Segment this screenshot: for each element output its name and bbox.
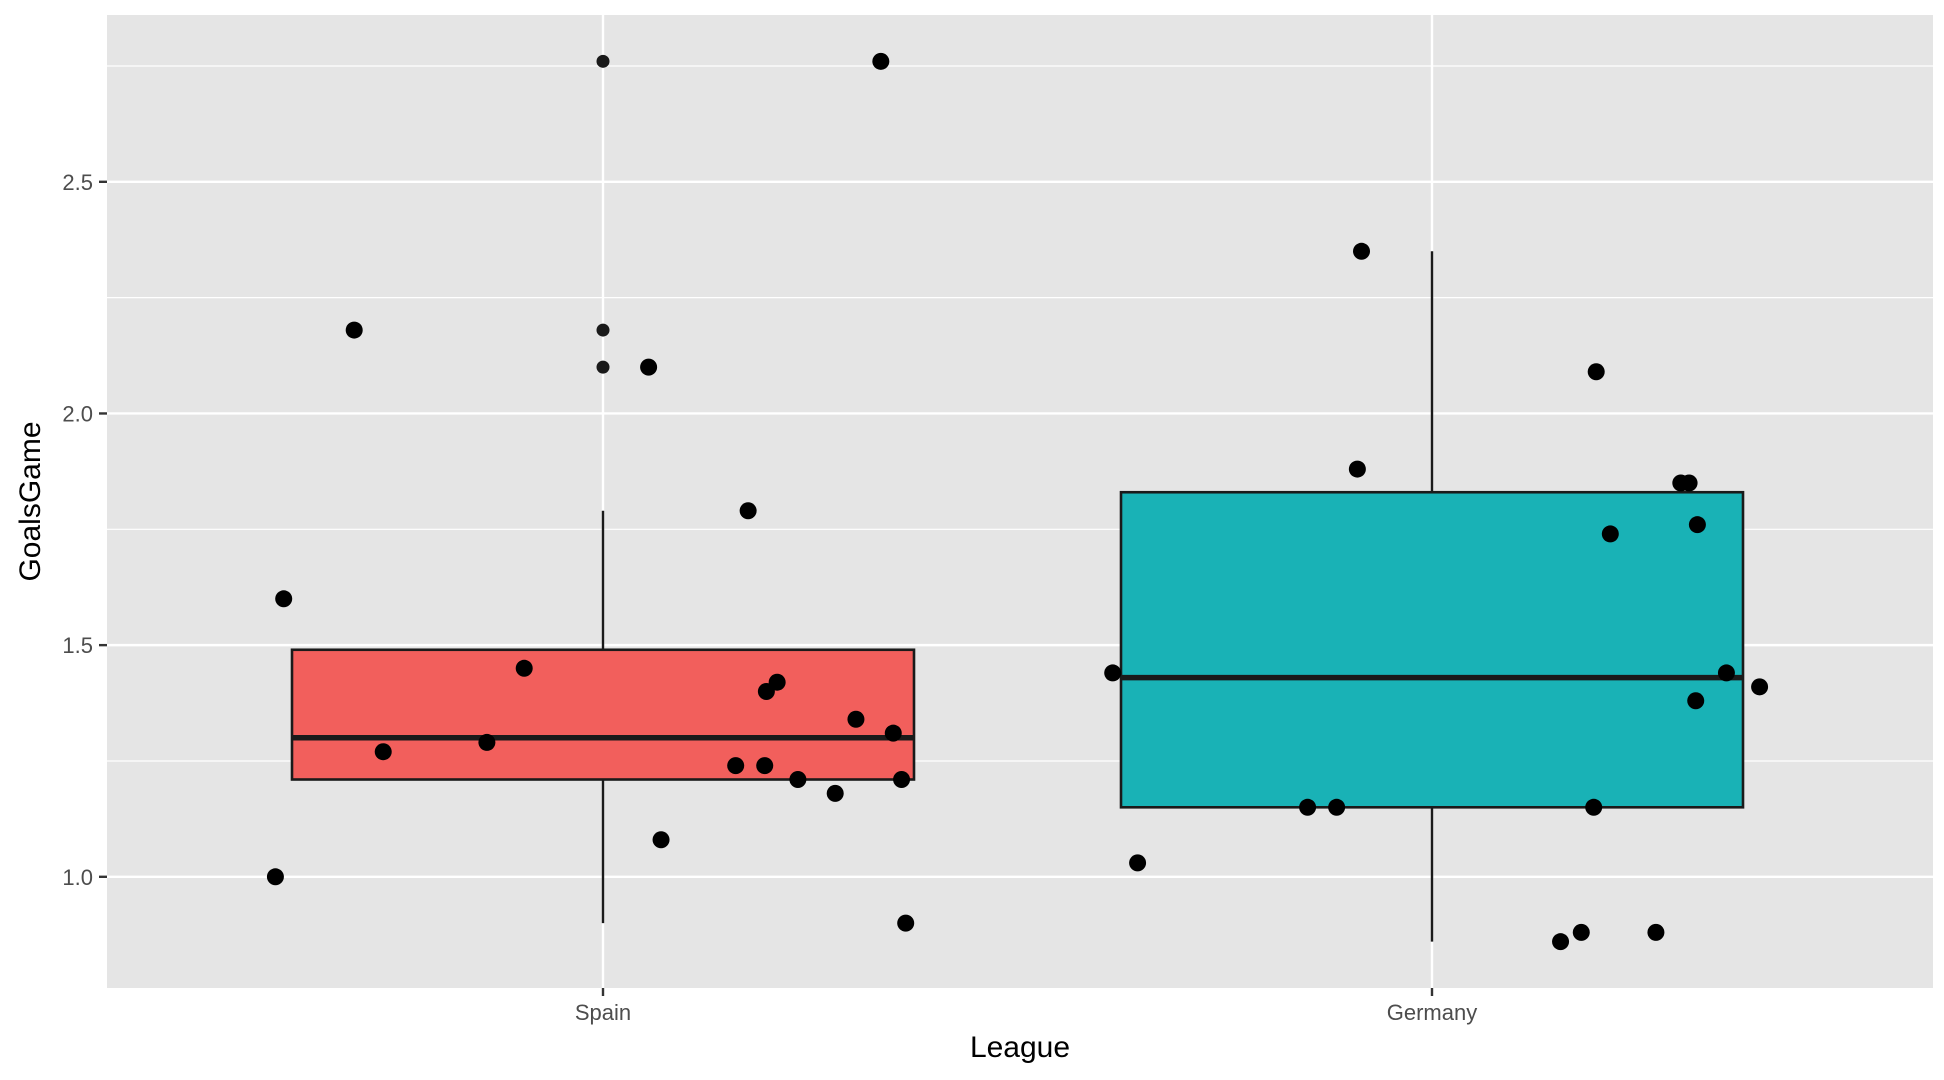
data-point — [1601, 525, 1619, 543]
data-point — [345, 321, 363, 339]
data-point — [1328, 798, 1346, 816]
data-point — [374, 743, 392, 761]
data-point — [789, 771, 807, 788]
data-point — [1348, 460, 1366, 478]
data-point — [1129, 854, 1147, 872]
data-point — [756, 757, 774, 775]
y-tick-label: 1.5 — [62, 633, 93, 658]
data-point — [1552, 933, 1570, 951]
y-tick-label: 2.5 — [62, 170, 93, 195]
x-axis: Spain Germany — [575, 988, 1477, 1025]
box-iqr — [290, 648, 916, 781]
data-point — [1587, 363, 1605, 381]
x-axis-title: League — [970, 1031, 1070, 1064]
data-point — [1353, 242, 1371, 260]
jitter-points-layer — [266, 52, 1769, 951]
y-tick-label: 1.0 — [62, 865, 93, 890]
x-tick-label: Germany — [1387, 1000, 1477, 1025]
data-point — [739, 502, 757, 520]
data-point — [893, 771, 911, 788]
y-tick-label: 2.0 — [62, 401, 93, 426]
data-point — [478, 733, 496, 751]
data-point — [1687, 692, 1705, 710]
y-axis: 1.0 1.5 2.0 2.5 — [62, 170, 107, 890]
data-point — [515, 659, 533, 677]
data-point — [640, 358, 658, 376]
data-point — [1751, 678, 1769, 696]
outlier-point — [596, 54, 610, 68]
data-point — [872, 52, 890, 70]
data-point — [768, 673, 786, 691]
data-point — [847, 710, 865, 728]
outlier-point — [596, 360, 610, 374]
x-tick-label: Spain — [575, 1000, 631, 1025]
y-axis-title: GoalsGame — [14, 421, 47, 581]
data-point — [266, 868, 284, 886]
box-spain — [290, 54, 916, 924]
data-point — [275, 590, 293, 608]
data-point — [826, 784, 844, 802]
outlier-point — [596, 323, 610, 337]
box-germany — [1119, 251, 1745, 942]
data-point — [884, 724, 902, 742]
box-iqr — [1119, 490, 1745, 809]
data-point — [652, 831, 670, 849]
data-point — [897, 914, 915, 932]
data-point — [1717, 664, 1735, 682]
data-point — [1104, 664, 1122, 682]
box-layer — [290, 54, 1745, 942]
data-point — [1680, 474, 1698, 492]
data-point — [1688, 516, 1706, 534]
data-point — [1647, 923, 1665, 941]
data-point — [1572, 923, 1590, 941]
data-point — [1585, 798, 1603, 816]
data-point — [727, 757, 745, 775]
data-point — [1299, 798, 1317, 816]
